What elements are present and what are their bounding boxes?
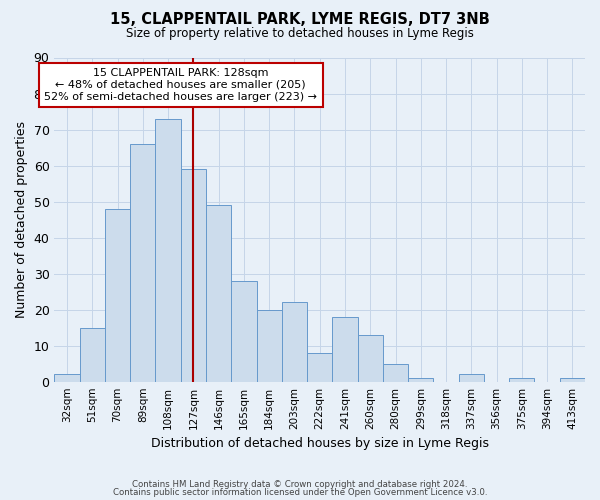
Bar (307, 353, 332, 382)
Text: Contains public sector information licensed under the Open Government Licence v3: Contains public sector information licen… (113, 488, 487, 497)
Text: Contains HM Land Registry data © Crown copyright and database right 2024.: Contains HM Land Registry data © Crown c… (132, 480, 468, 489)
Bar (130, 144, 155, 382)
X-axis label: Distribution of detached houses by size in Lyme Regis: Distribution of detached houses by size … (151, 437, 489, 450)
Bar (282, 302, 307, 382)
Bar (181, 169, 206, 382)
Bar (80, 328, 105, 382)
Bar (55, 374, 80, 382)
Y-axis label: Number of detached properties: Number of detached properties (15, 121, 28, 318)
Bar (155, 118, 181, 382)
Bar (560, 378, 585, 382)
Bar (358, 335, 383, 382)
Bar (383, 364, 408, 382)
Bar (206, 205, 231, 382)
Bar (105, 209, 130, 382)
Bar (509, 378, 535, 382)
Text: Size of property relative to detached houses in Lyme Regis: Size of property relative to detached ho… (126, 28, 474, 40)
Bar (408, 378, 433, 382)
Bar (458, 374, 484, 382)
Bar (332, 317, 358, 382)
Bar (257, 310, 282, 382)
Text: 15 CLAPPENTAIL PARK: 128sqm
← 48% of detached houses are smaller (205)
52% of se: 15 CLAPPENTAIL PARK: 128sqm ← 48% of det… (44, 68, 317, 102)
Bar (231, 281, 257, 382)
Text: 15, CLAPPENTAIL PARK, LYME REGIS, DT7 3NB: 15, CLAPPENTAIL PARK, LYME REGIS, DT7 3N… (110, 12, 490, 28)
